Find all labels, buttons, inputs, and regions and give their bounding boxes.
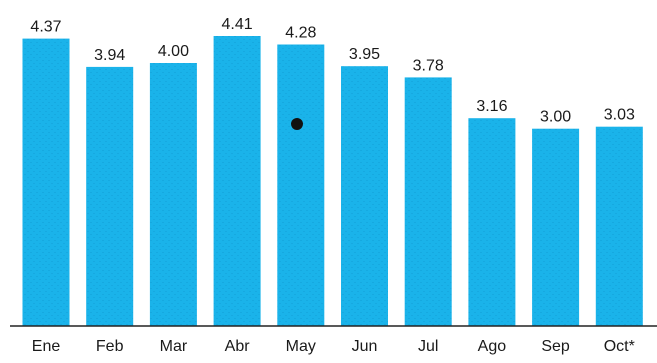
value-label-ene: 4.37 — [30, 19, 61, 36]
category-label-may: May — [286, 338, 316, 355]
value-labels-group: 4.37 3.94 4.00 4.41 4.28 3.95 3.78 3.16 3.00 3.03 — [30, 16, 635, 126]
value-label-feb: 3.94 — [94, 47, 125, 64]
bars-group — [22, 36, 643, 327]
value-label-jun: 3.95 — [349, 46, 380, 63]
category-labels-group: Ene Feb Mar Abr May Jun Jul Ago Sep Oct* — [32, 338, 635, 355]
category-label-mar: Mar — [160, 338, 188, 355]
bar-ago — [468, 118, 516, 326]
bar-ene — [22, 38, 70, 326]
value-label-sep: 3.00 — [540, 109, 571, 126]
value-label-jul: 3.78 — [413, 57, 444, 74]
category-label-ago: Ago — [478, 338, 507, 355]
category-label-jul: Jul — [418, 338, 438, 355]
bar-jul — [404, 77, 452, 327]
value-label-abr: 4.41 — [222, 16, 253, 33]
bar-oct — [595, 126, 643, 326]
bar-abr — [213, 36, 261, 326]
bar-sep — [532, 128, 580, 326]
value-label-may: 4.28 — [285, 25, 316, 42]
bar-jun — [341, 66, 388, 326]
bar-may — [277, 44, 325, 326]
value-label-ago: 3.16 — [476, 98, 507, 115]
category-label-jun: Jun — [352, 338, 378, 355]
category-label-oct: Oct* — [604, 338, 635, 355]
category-label-feb: Feb — [96, 338, 124, 355]
value-label-mar: 4.00 — [158, 43, 189, 60]
category-label-ene: Ene — [32, 338, 61, 355]
bar-feb — [86, 66, 134, 327]
bar-mar — [149, 63, 197, 326]
category-label-sep: Sep — [541, 338, 570, 355]
value-label-oct: 3.03 — [604, 107, 635, 124]
marker-dot — [291, 118, 303, 130]
category-label-abr: Abr — [225, 338, 251, 355]
